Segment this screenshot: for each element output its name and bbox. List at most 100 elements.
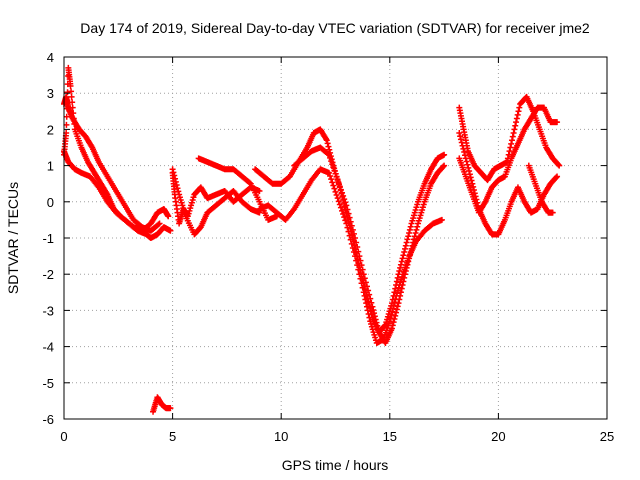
data-point: [408, 245, 415, 252]
data-point: [323, 137, 330, 144]
data-point: [465, 164, 472, 171]
data-point: [367, 295, 374, 302]
data-point: [457, 133, 464, 140]
data-point: [335, 198, 342, 205]
y-tick-label: -4: [42, 340, 54, 355]
data-point: [397, 289, 404, 296]
data-point: [403, 239, 410, 246]
data-point: [366, 291, 373, 298]
y-tick-label: -5: [42, 376, 54, 391]
data-point: [331, 185, 338, 192]
y-tick-label: -1: [42, 231, 54, 246]
data-point: [438, 216, 445, 223]
x-tick-label: 10: [274, 429, 288, 444]
series-track-c: [61, 148, 172, 234]
data-point: [407, 223, 414, 230]
data-point: [329, 179, 336, 186]
data-point: [399, 255, 406, 262]
data-point: [357, 257, 364, 264]
series-track-i: [256, 166, 445, 346]
data-point: [246, 179, 253, 186]
data-point: [330, 182, 337, 189]
data-point: [324, 150, 331, 157]
data-point: [172, 178, 179, 185]
data-point: [405, 233, 412, 240]
data-point: [406, 255, 413, 262]
data-point: [348, 240, 355, 247]
data-point: [333, 192, 340, 199]
data-point: [512, 122, 519, 129]
data-point: [371, 310, 378, 317]
data-point: [398, 258, 405, 265]
data-point: [175, 188, 182, 195]
data-point: [366, 314, 373, 321]
data-point: [395, 300, 402, 307]
data-point: [391, 299, 398, 306]
data-point: [174, 185, 181, 192]
data-point: [414, 223, 421, 230]
data-point: [514, 111, 521, 118]
data-point: [370, 306, 377, 313]
data-point: [69, 104, 76, 111]
data-point: [510, 130, 517, 137]
data-point: [509, 133, 516, 140]
y-tick-label: -6: [42, 412, 54, 427]
data-point: [167, 405, 174, 412]
data-point: [364, 307, 371, 314]
chart-title: Day 174 of 2019, Sidereal Day-to-day VTE…: [80, 20, 590, 36]
x-tick-label: 5: [169, 429, 176, 444]
data-point: [344, 224, 351, 231]
x-axis-ticks: 0 5 10 15 20 25: [60, 57, 614, 444]
data-point: [64, 97, 71, 104]
data-point: [345, 228, 352, 235]
data-point: [329, 161, 336, 168]
data-point: [410, 239, 417, 246]
data-point: [400, 252, 407, 259]
data-point: [70, 110, 77, 117]
data-point: [554, 119, 561, 126]
data-point: [352, 235, 359, 241]
data-point: [340, 192, 347, 199]
data-point: [341, 214, 348, 221]
data-point: [358, 280, 365, 287]
data-point: [412, 230, 419, 237]
series-track-d: [150, 394, 174, 415]
data-point: [407, 249, 414, 256]
data-point: [399, 282, 406, 289]
data-point: [402, 271, 409, 278]
data-point: [402, 242, 409, 249]
y-tick-label: 1: [47, 159, 54, 174]
data-point: [169, 166, 176, 173]
data-point: [403, 264, 410, 271]
series-track-l: [456, 130, 561, 238]
data-point: [456, 130, 463, 137]
data-point: [365, 311, 372, 318]
y-tick-label: -2: [42, 267, 54, 282]
data-point: [334, 177, 341, 184]
data-point: [400, 278, 407, 285]
data-point: [173, 182, 180, 189]
data-point: [389, 322, 396, 329]
data-point: [325, 151, 332, 158]
data-point: [406, 226, 413, 233]
data-point: [396, 268, 403, 275]
data-point: [360, 289, 367, 296]
data-point: [556, 162, 563, 169]
data-point: [549, 209, 556, 216]
y-axis-label: SDTVAR / TECUs: [5, 182, 21, 294]
data-point: [171, 172, 178, 179]
data-point: [396, 296, 403, 303]
data-point: [392, 312, 399, 319]
data-point: [345, 210, 352, 217]
data-point: [69, 99, 76, 106]
data-point: [354, 244, 361, 251]
data-point: [515, 108, 522, 115]
data-point: [394, 303, 401, 310]
series-track-n: [525, 162, 556, 216]
data-point: [406, 252, 413, 259]
data-point: [327, 154, 334, 161]
data-point: [393, 278, 400, 285]
series-track-j: [291, 144, 448, 346]
y-tick-label: 3: [47, 86, 54, 101]
data-point: [340, 211, 347, 218]
